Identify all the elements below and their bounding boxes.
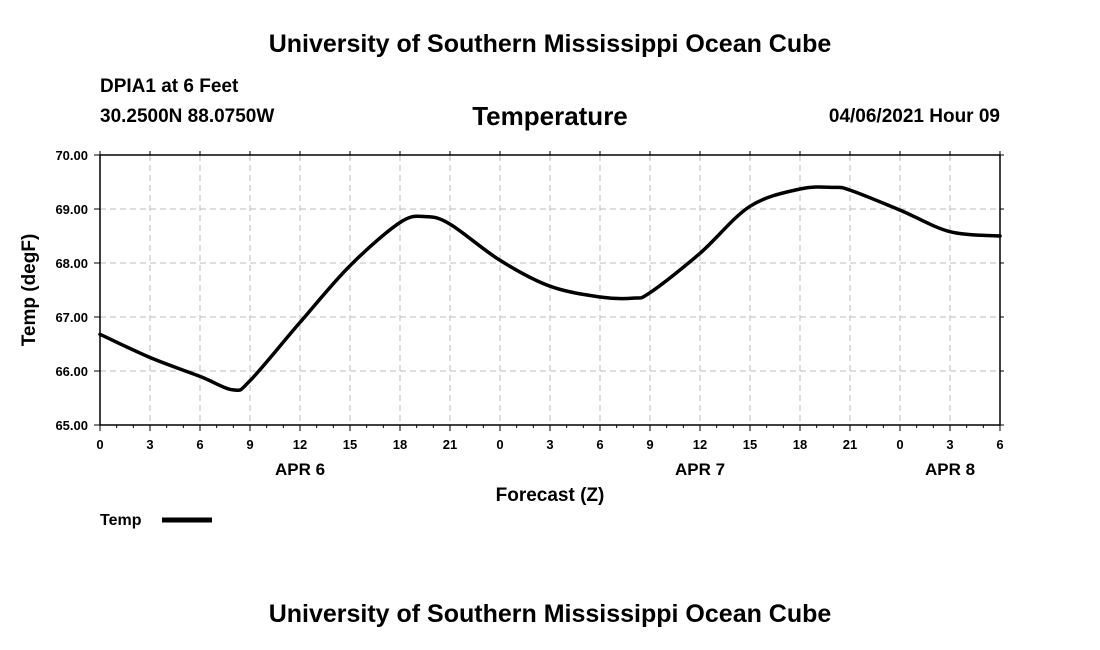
station-coordinates: 30.2500N 88.0750W	[100, 106, 275, 127]
legend-label: Temp	[100, 512, 142, 529]
x-tick-label: 12	[693, 437, 707, 452]
x-tick-label: 6	[596, 437, 603, 452]
y-tick-label: 68.00	[55, 256, 88, 271]
x-tick-label: 15	[743, 437, 757, 452]
x-axis-title: Forecast (Z)	[496, 485, 605, 506]
x-tick-label: 18	[793, 437, 807, 452]
y-tick-label: 66.00	[55, 364, 88, 379]
x-tick-label: 3	[946, 437, 953, 452]
series-layer	[98, 185, 1002, 393]
date-label: APR 6	[275, 460, 325, 479]
x-tick-label: 0	[496, 437, 503, 452]
axis-ticks	[94, 151, 1004, 431]
x-tick-label: 9	[646, 437, 653, 452]
parameter-title: Temperature	[472, 101, 628, 131]
x-tick-label: 21	[843, 437, 857, 452]
x-tick-label: 3	[546, 437, 553, 452]
x-tick-label: 15	[343, 437, 357, 452]
station-label: DPIA1 at 6 Feet	[100, 76, 239, 97]
chart-title-bottom: University of Southern Mississippi Ocean…	[268, 600, 832, 628]
date-label: APR 7	[675, 460, 725, 479]
series-line-temp	[98, 185, 1002, 393]
axis-labels: 0 3 6 9 12 15 18 21 0 3 6 9 12 15 18 21 0 3 6 65.00 66.00 67.…	[19, 148, 1004, 506]
x-tick-label: 3	[146, 437, 153, 452]
y-tick-label: 70.00	[55, 148, 88, 163]
x-tick-label: 21	[443, 437, 457, 452]
x-tick-label: 0	[896, 437, 903, 452]
y-axis-title: Temp (degF)	[19, 234, 40, 347]
x-tick-label: 9	[246, 437, 253, 452]
x-tick-label: 6	[996, 437, 1003, 452]
x-tick-label: 18	[393, 437, 407, 452]
y-tick-label: 69.00	[55, 202, 88, 217]
chart-title-top: University of Southern Mississippi Ocean…	[268, 30, 832, 58]
forecast-timestamp: 04/06/2021 Hour 09	[828, 106, 1000, 127]
x-tick-label: 12	[293, 437, 307, 452]
x-tick-label: 0	[96, 437, 103, 452]
x-tick-label: 6	[196, 437, 203, 452]
legend: Temp	[100, 512, 212, 529]
y-tick-label: 65.00	[55, 418, 88, 433]
y-tick-label: 67.00	[55, 310, 88, 325]
date-label: APR 8	[925, 460, 975, 479]
